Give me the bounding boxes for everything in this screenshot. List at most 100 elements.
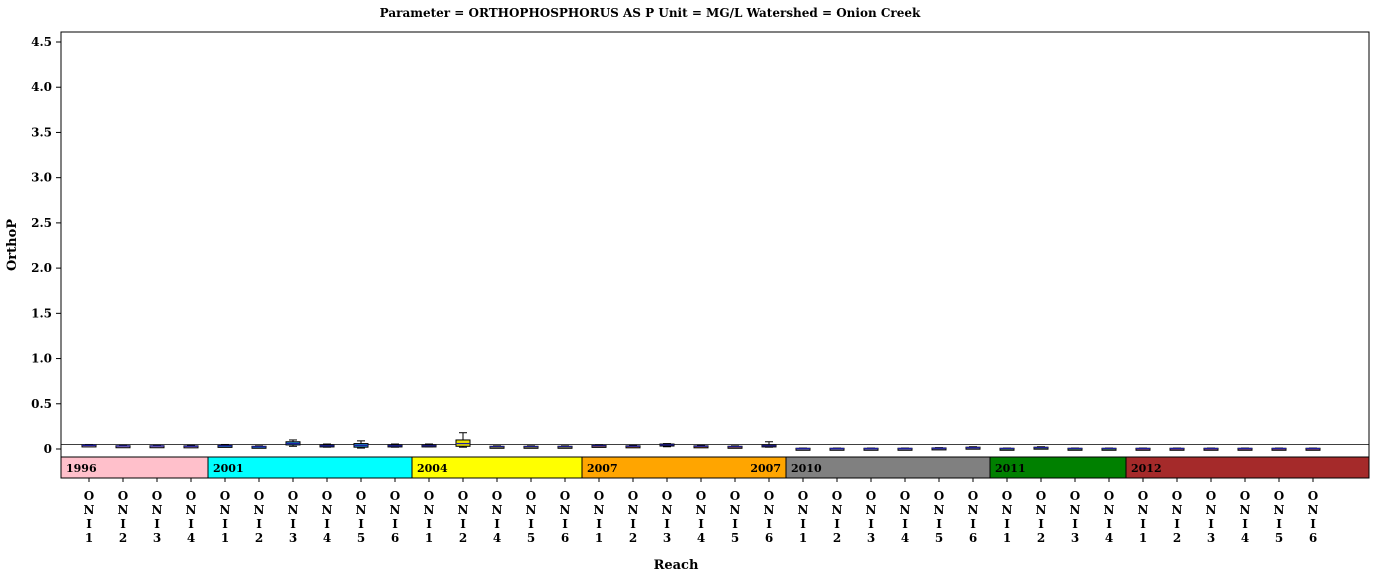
box-2007-ONI5 — [727, 445, 743, 449]
x-tick-char: O — [1138, 489, 1148, 503]
x-tick-char: O — [934, 489, 944, 503]
x-tick-char: I — [426, 517, 432, 531]
x-tick-char: O — [424, 489, 434, 503]
x-tick-char: N — [968, 503, 979, 517]
x-tick-char: N — [1070, 503, 1081, 517]
x-tick-char: I — [290, 517, 296, 531]
x-tick-char: I — [1106, 517, 1112, 531]
box-2001-ONI5 — [353, 440, 369, 449]
x-tick-char: I — [1038, 517, 1044, 531]
box-2007-ONI6 — [761, 441, 777, 448]
y-tick-label: 2.0 — [31, 261, 52, 275]
x-tick-char: 2 — [629, 531, 637, 545]
x-tick-char: 3 — [289, 531, 297, 545]
box-2010-ONI1 — [795, 447, 811, 451]
x-tick-char: 6 — [391, 531, 399, 545]
x-tick-char: I — [1174, 517, 1180, 531]
x-axis-label: Reach — [654, 558, 699, 573]
x-tick-char: 1 — [799, 531, 807, 545]
box-2010-ONI4 — [897, 447, 913, 451]
x-tick-char: N — [798, 503, 809, 517]
x-tick-char: O — [730, 489, 740, 503]
box-2010-ONI5 — [931, 447, 947, 451]
x-tick-char: 5 — [935, 531, 943, 545]
x-tick-char: N — [764, 503, 775, 517]
x-tick-char: N — [832, 503, 843, 517]
y-tick-label: 3.0 — [31, 171, 52, 185]
x-tick-char: O — [526, 489, 536, 503]
x-tick-char: N — [628, 503, 639, 517]
x-tick-char: O — [798, 489, 808, 503]
box-2001-ONI2 — [251, 445, 267, 449]
x-tick-char: O — [288, 489, 298, 503]
y-tick-label: 0.5 — [31, 397, 52, 411]
x-tick-char: N — [696, 503, 707, 517]
y-tick-label: 0 — [44, 442, 52, 456]
x-tick-char: N — [186, 503, 197, 517]
x-tick-char: 5 — [527, 531, 535, 545]
box-2010-ONI2 — [829, 447, 845, 451]
year-band-label: 1996 — [66, 462, 97, 475]
x-tick-char: N — [1172, 503, 1183, 517]
x-tick-char: O — [458, 489, 468, 503]
year-band-label: 2012 — [1131, 462, 1162, 475]
x-tick-char: I — [732, 517, 738, 531]
x-tick-char: I — [1208, 517, 1214, 531]
x-tick-char: I — [596, 517, 602, 531]
box-1996-ONI2 — [115, 444, 131, 449]
x-tick-char: N — [118, 503, 129, 517]
x-tick-char: O — [866, 489, 876, 503]
x-tick-char: N — [1274, 503, 1285, 517]
x-tick-char: O — [1206, 489, 1216, 503]
x-tick-char: N — [356, 503, 367, 517]
box-1996-ONI3 — [149, 444, 165, 449]
x-tick-char: O — [186, 489, 196, 503]
x-tick-char: N — [152, 503, 163, 517]
x-tick-char: 5 — [357, 531, 365, 545]
x-tick-char: I — [256, 517, 262, 531]
x-tick-char: O — [832, 489, 842, 503]
x-tick-char: 3 — [867, 531, 875, 545]
x-tick-char: I — [630, 517, 636, 531]
x-tick-char: I — [86, 517, 92, 531]
x-tick-char: 1 — [85, 531, 93, 545]
x-tick-char: I — [970, 517, 976, 531]
x-tick-char: 3 — [663, 531, 671, 545]
x-tick-char: I — [1004, 517, 1010, 531]
x-tick-char: 3 — [1071, 531, 1079, 545]
x-tick-char: I — [460, 517, 466, 531]
year-band-label: 2001 — [213, 462, 244, 475]
box-2007-ONI2 — [625, 444, 641, 449]
x-axis-ticks: ONI1ONI2ONI3ONI4ONI1ONI2ONI3ONI4ONI5ONI6… — [84, 478, 1319, 545]
x-tick-char: 2 — [255, 531, 263, 545]
x-tick-char: 6 — [561, 531, 569, 545]
x-tick-char: N — [254, 503, 265, 517]
x-tick-char: I — [698, 517, 704, 531]
box-2012-ONI6 — [1305, 447, 1321, 451]
x-tick-char: 2 — [459, 531, 467, 545]
box-2004-ONI4 — [489, 445, 505, 449]
x-tick-char: N — [900, 503, 911, 517]
box-2010-ONI3 — [863, 447, 879, 451]
y-tick-label: 2.5 — [31, 216, 52, 230]
x-tick-char: N — [1002, 503, 1013, 517]
x-tick-char: N — [1036, 503, 1047, 517]
x-tick-char: O — [1172, 489, 1182, 503]
x-tick-char: N — [322, 503, 333, 517]
x-tick-char: 2 — [119, 531, 127, 545]
